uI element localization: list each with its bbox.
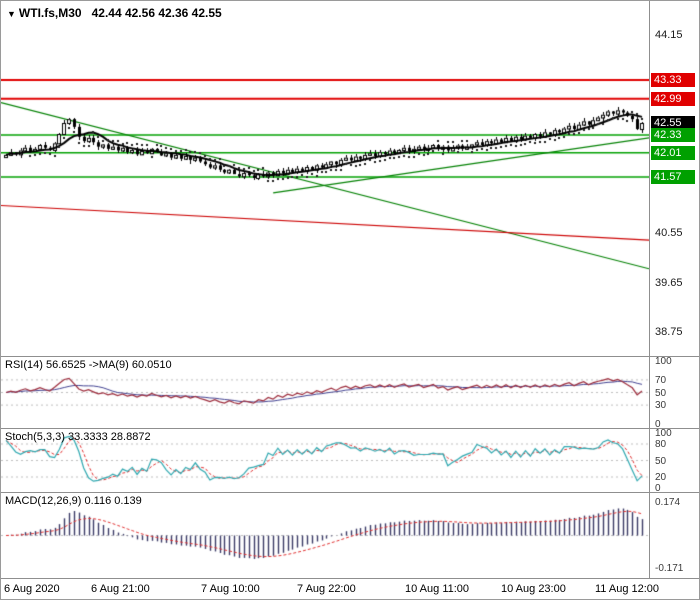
rsi-axis-tick: 100 xyxy=(655,356,672,367)
stoch-panel-label: Stoch(5,3,3) 33.3333 28.8872 xyxy=(5,431,151,443)
macd-axis-tick: 0.174 xyxy=(655,497,681,509)
time-axis-label: 10 Aug 23:00 xyxy=(501,583,566,595)
panel-divider xyxy=(1,428,699,429)
panel-divider xyxy=(1,492,699,493)
rsi-axis-tick: 70 xyxy=(655,374,667,386)
price-level-label: 43.33 xyxy=(651,73,695,88)
time-axis-label: 7 Aug 22:00 xyxy=(297,583,356,595)
stoch-axis-tick: 20 xyxy=(655,472,667,483)
symbol-triangle-icon: ▼ xyxy=(7,9,16,19)
price-axis-tick: 44.15 xyxy=(655,29,683,41)
price-axis[interactable]: 44.15 40.55 39.65 38.75 43.33 42.99 42.55 42.33… xyxy=(650,1,699,599)
rsi-axis-tick: 0 xyxy=(655,419,661,430)
rsi-axis-tick: 30 xyxy=(655,400,667,412)
price-axis-tick: 39.65 xyxy=(655,276,683,289)
price-level-label: 42.99 xyxy=(651,91,695,106)
price-level-label: 42.33 xyxy=(651,128,695,143)
stoch-axis-tick: 0 xyxy=(655,483,661,494)
price-level-label: 42.01 xyxy=(651,145,695,160)
price-level-label: 42.55 xyxy=(651,116,695,130)
ohlc-values: 42.44 42.56 42.36 42.55 xyxy=(91,6,222,20)
chart-header: ▼ WTI.fs,M30 42.44 42.56 42.36 42.55 xyxy=(7,6,222,20)
rsi-axis-tick: 50 xyxy=(655,387,667,399)
time-axis-label: 7 Aug 10:00 xyxy=(201,583,260,595)
price-axis-tick: 38.75 xyxy=(655,326,683,338)
stoch-axis-tick: 100 xyxy=(655,428,672,439)
time-axis[interactable]: 6 Aug 2020 6 Aug 21:00 7 Aug 10:00 7 Aug 22… xyxy=(1,580,659,599)
symbol-title: WTI.fs,M30 xyxy=(18,6,82,20)
panel-divider xyxy=(1,578,699,579)
rsi-panel-label: RSI(14) 56.6525 ->MA(9) 60.0510 xyxy=(5,359,172,371)
macd-axis-tick: -0.171 xyxy=(655,563,684,575)
time-axis-label: 6 Aug 2020 xyxy=(4,583,60,595)
price-axis-tick: 40.55 xyxy=(655,227,683,239)
price-level-label: 41.57 xyxy=(651,169,695,184)
chart-canvas[interactable] xyxy=(1,1,649,579)
price-axis-border xyxy=(649,1,650,578)
panel-divider xyxy=(1,356,699,357)
macd-panel-label: MACD(12,26,9) 0.116 0.139 xyxy=(5,495,142,507)
stoch-axis-tick: 50 xyxy=(655,455,667,467)
time-axis-label: 10 Aug 11:00 xyxy=(405,583,470,595)
time-axis-label: 11 Aug 12:00 xyxy=(595,583,660,595)
time-axis-label: 6 Aug 21:00 xyxy=(91,583,150,595)
stoch-axis-tick: 80 xyxy=(655,439,667,450)
